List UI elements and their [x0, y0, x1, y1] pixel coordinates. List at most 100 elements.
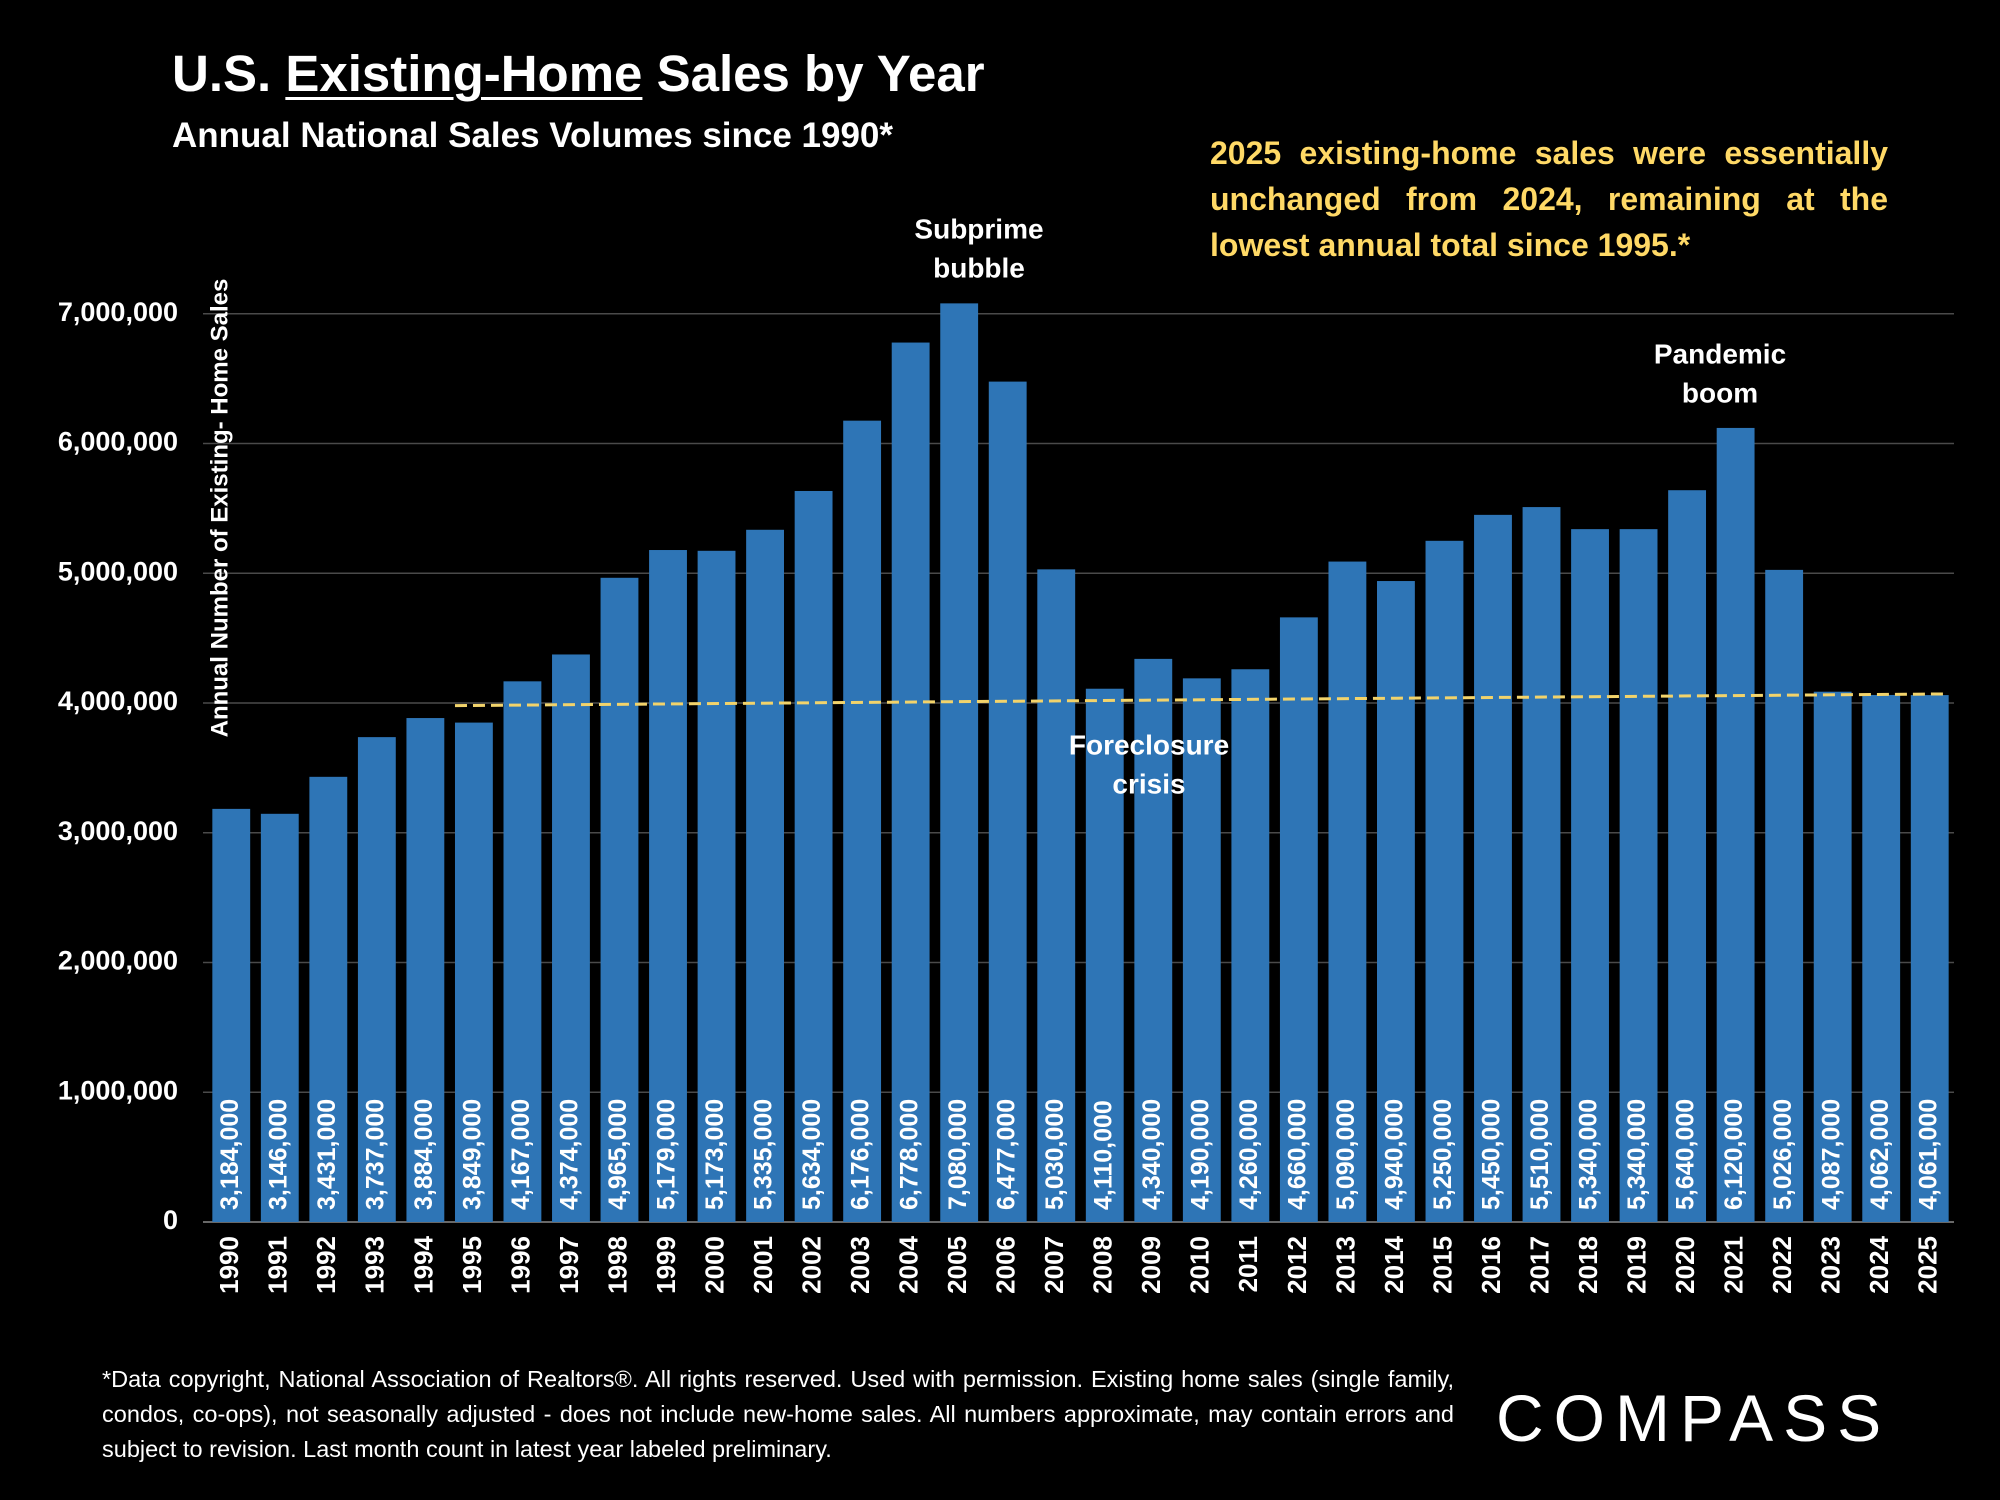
x-tick-label: 1995: [457, 1236, 487, 1294]
annotation: boom: [1682, 377, 1758, 408]
bar: [600, 577, 639, 1222]
bar: [891, 342, 930, 1222]
y-tick-label: 2,000,000: [58, 946, 178, 976]
y-tick-label: 1,000,000: [58, 1075, 178, 1105]
value-label: 5,335,000: [750, 1099, 778, 1210]
bar: [1279, 617, 1318, 1222]
x-tick-label: 2004: [894, 1235, 924, 1293]
bar: [1716, 427, 1755, 1222]
bar: [1862, 694, 1901, 1222]
x-tick-label: 2025: [1913, 1236, 1943, 1294]
x-tick-label: 2022: [1767, 1236, 1797, 1294]
x-tick-label: 2007: [1039, 1236, 1069, 1294]
value-label: 5,026,000: [1769, 1099, 1797, 1210]
value-label: 4,374,000: [556, 1099, 584, 1210]
value-label: 4,965,000: [604, 1099, 632, 1210]
value-label: 5,450,000: [1478, 1099, 1506, 1210]
bar: [1474, 514, 1512, 1222]
bar: [843, 420, 882, 1222]
x-tick-label: 2012: [1282, 1236, 1312, 1294]
bar: [1231, 669, 1270, 1222]
x-tick-label: 2011: [1233, 1236, 1263, 1292]
bar: [1765, 569, 1804, 1222]
x-tick-label: 2000: [699, 1236, 729, 1294]
annotation: Foreclosure: [1069, 729, 1229, 760]
callout: 2025 existing-home sales were essentiall…: [1210, 135, 1888, 263]
x-tick-label: 2020: [1670, 1236, 1700, 1294]
bar: [746, 529, 784, 1222]
x-tick-label: 2015: [1427, 1236, 1457, 1294]
y-tick-label: 6,000,000: [58, 427, 178, 457]
y-tick-label: 0: [163, 1205, 178, 1235]
x-tick-label: 2023: [1816, 1236, 1846, 1294]
bar: [1425, 540, 1464, 1222]
x-tick-label: 1994: [408, 1235, 438, 1293]
bar: [1134, 658, 1173, 1222]
bar: [1668, 490, 1707, 1223]
bar: [1571, 529, 1609, 1222]
x-tick-label: 2008: [1088, 1236, 1118, 1294]
x-tick-label: 2006: [991, 1236, 1021, 1294]
value-label: 6,477,000: [992, 1099, 1020, 1210]
x-tick-label: 2017: [1524, 1236, 1554, 1294]
x-tick-label: 2002: [796, 1236, 826, 1294]
bar: [697, 550, 736, 1222]
value-label: 3,884,000: [410, 1099, 438, 1210]
value-label: 6,120,000: [1720, 1099, 1748, 1210]
value-label: 3,849,000: [459, 1099, 487, 1210]
title-part: Existing-Home: [285, 45, 643, 102]
value-label: 4,062,000: [1866, 1099, 1894, 1210]
value-label: 5,640,000: [1672, 1099, 1700, 1210]
value-label: 4,260,000: [1235, 1099, 1263, 1210]
x-tick-label: 2018: [1573, 1236, 1603, 1294]
bar: [940, 303, 979, 1222]
logo: COMPASS: [1496, 1381, 1892, 1455]
value-label: 5,173,000: [701, 1099, 729, 1210]
annotation: Subprime: [914, 213, 1043, 244]
value-label: 4,660,000: [1283, 1099, 1311, 1210]
value-label: 4,110,000: [1089, 1100, 1117, 1210]
bar: [552, 654, 590, 1222]
x-tick-label: 2010: [1185, 1236, 1215, 1294]
bar: [1377, 581, 1415, 1222]
x-tick-label: 2003: [845, 1236, 875, 1294]
y-axis-title: Annual Number of Existing- Home Sales: [206, 279, 233, 738]
y-tick-label: 4,000,000: [58, 686, 178, 716]
bar: [1085, 688, 1124, 1222]
bar: [406, 718, 445, 1222]
y-tick-label: 7,000,000: [58, 297, 178, 327]
x-tick-label: 1999: [651, 1236, 681, 1294]
bar: [212, 808, 251, 1222]
value-label: 4,940,000: [1381, 1099, 1409, 1210]
value-label: 4,167,000: [507, 1099, 535, 1210]
value-label: 3,184,000: [216, 1099, 244, 1210]
x-tick-label: 1990: [214, 1236, 244, 1294]
value-label: 3,737,000: [361, 1099, 389, 1210]
bar: [503, 681, 542, 1222]
footnote: *Data copyright, National Association of…: [102, 1366, 1454, 1462]
x-tick-label: 1997: [554, 1236, 584, 1294]
value-label: 6,778,000: [895, 1099, 923, 1210]
value-label: 5,250,000: [1429, 1099, 1457, 1210]
value-label: 5,340,000: [1623, 1099, 1651, 1210]
title-part: U.S.: [172, 45, 272, 102]
value-label: 5,340,000: [1575, 1099, 1603, 1210]
x-tick-label: 1991: [263, 1236, 293, 1294]
value-label: 4,190,000: [1186, 1099, 1214, 1210]
trend-line: [454, 692, 1949, 708]
value-label: 3,146,000: [264, 1099, 292, 1210]
annotation: Pandemic: [1654, 338, 1786, 369]
value-label: 3,431,000: [313, 1099, 341, 1210]
x-tick-label: 1996: [505, 1236, 535, 1294]
x-tick-label: 2005: [942, 1236, 972, 1294]
x-tick-label: 2024: [1864, 1235, 1894, 1293]
value-label: 5,179,000: [653, 1099, 681, 1210]
x-tick-label: 1998: [602, 1236, 632, 1294]
annotation: bubble: [933, 252, 1025, 283]
chart-title: U.S. Existing-Home Sales by Year: [172, 44, 985, 103]
bar: [1813, 691, 1852, 1222]
value-label: 4,340,000: [1138, 1099, 1166, 1210]
x-tick-label: 2019: [1621, 1236, 1651, 1294]
bar: [1910, 695, 1949, 1222]
